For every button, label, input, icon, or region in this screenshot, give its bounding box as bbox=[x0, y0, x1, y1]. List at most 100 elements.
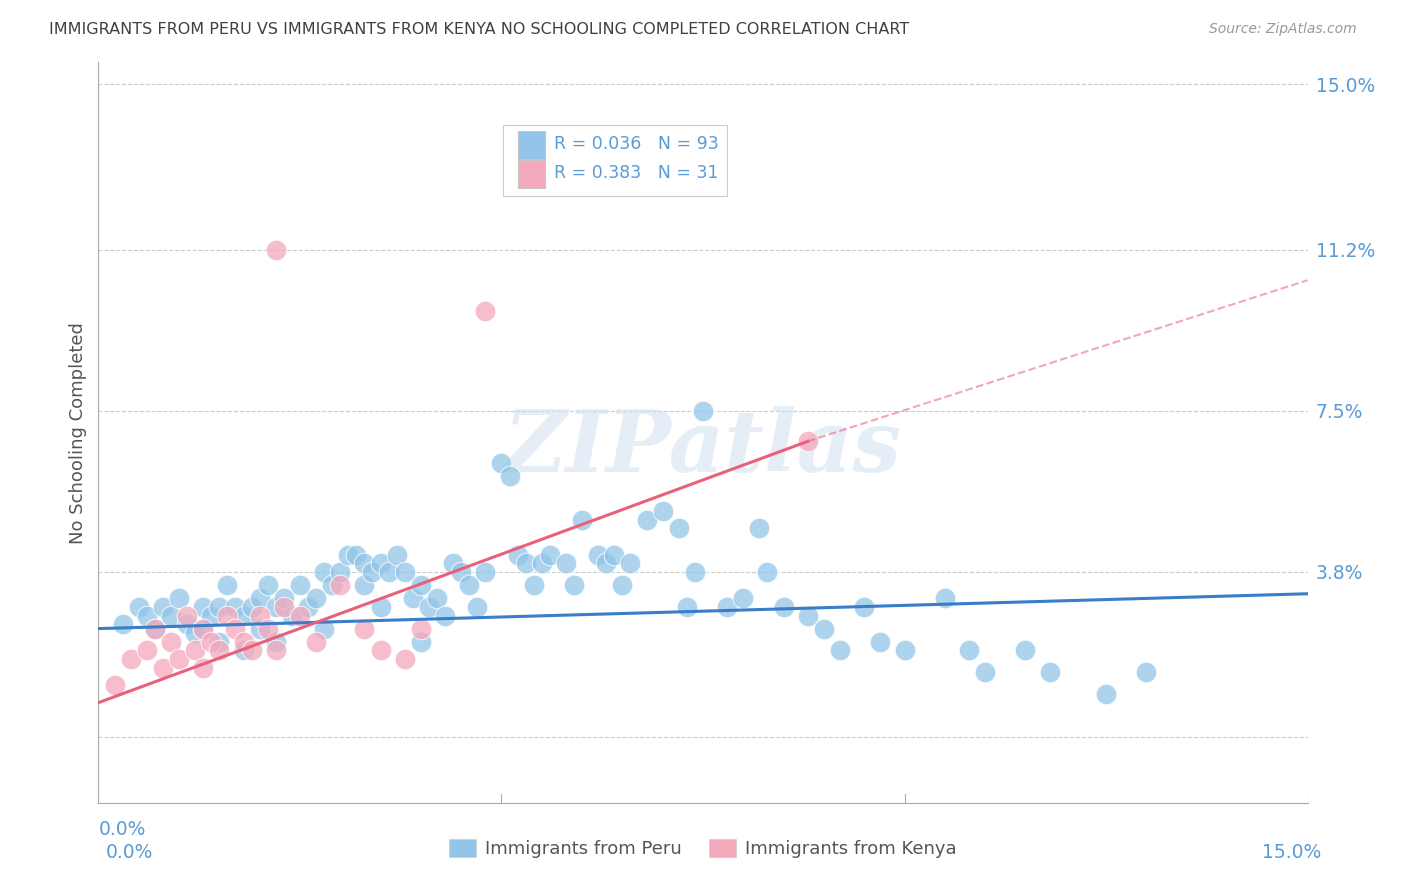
Point bbox=[595, 556, 617, 570]
Point bbox=[167, 591, 190, 606]
Point bbox=[160, 634, 183, 648]
Point bbox=[135, 643, 157, 657]
Point bbox=[571, 513, 593, 527]
Point bbox=[498, 469, 520, 483]
Point bbox=[353, 556, 375, 570]
Point bbox=[409, 578, 432, 592]
Point bbox=[474, 565, 496, 579]
Point bbox=[329, 578, 352, 592]
Point bbox=[184, 643, 207, 657]
Point bbox=[184, 626, 207, 640]
Point bbox=[1039, 665, 1062, 680]
Point bbox=[249, 622, 271, 636]
Point bbox=[200, 634, 222, 648]
Text: ZIPatlas: ZIPatlas bbox=[503, 406, 903, 489]
Point bbox=[555, 556, 578, 570]
Point bbox=[506, 548, 529, 562]
Point bbox=[733, 591, 755, 606]
Point bbox=[441, 556, 464, 570]
Point bbox=[934, 591, 956, 606]
Text: 0.0%: 0.0% bbox=[105, 843, 153, 862]
Point bbox=[562, 578, 585, 592]
Point bbox=[120, 652, 142, 666]
Point bbox=[337, 548, 360, 562]
Point bbox=[273, 599, 295, 614]
Point bbox=[530, 556, 553, 570]
Point bbox=[143, 622, 166, 636]
Point bbox=[288, 578, 311, 592]
Point bbox=[797, 434, 820, 449]
Point bbox=[1135, 665, 1157, 680]
Point bbox=[193, 622, 215, 636]
Point bbox=[474, 303, 496, 318]
Point bbox=[256, 578, 278, 592]
Point bbox=[232, 643, 254, 657]
Point bbox=[385, 548, 408, 562]
Point bbox=[217, 608, 239, 623]
Text: IMMIGRANTS FROM PERU VS IMMIGRANTS FROM KENYA NO SCHOOLING COMPLETED CORRELATION: IMMIGRANTS FROM PERU VS IMMIGRANTS FROM … bbox=[49, 22, 910, 37]
Point bbox=[305, 591, 328, 606]
Point bbox=[297, 599, 319, 614]
Text: 15.0%: 15.0% bbox=[1263, 843, 1322, 862]
Point bbox=[418, 599, 440, 614]
Point bbox=[538, 548, 561, 562]
Point bbox=[128, 599, 150, 614]
Point bbox=[249, 608, 271, 623]
Point bbox=[240, 599, 263, 614]
Point bbox=[893, 643, 915, 657]
Point bbox=[273, 591, 295, 606]
Point bbox=[208, 643, 231, 657]
Point bbox=[281, 608, 304, 623]
Point bbox=[756, 565, 779, 579]
Point bbox=[314, 622, 336, 636]
Point bbox=[256, 622, 278, 636]
Point bbox=[167, 652, 190, 666]
Point bbox=[377, 565, 399, 579]
Point bbox=[176, 617, 198, 632]
Point bbox=[288, 608, 311, 623]
Legend: Immigrants from Peru, Immigrants from Kenya: Immigrants from Peru, Immigrants from Ke… bbox=[441, 831, 965, 865]
Point bbox=[409, 622, 432, 636]
Point bbox=[152, 661, 174, 675]
Point bbox=[240, 643, 263, 657]
Point bbox=[224, 599, 246, 614]
Point bbox=[1095, 687, 1118, 701]
Point bbox=[450, 565, 472, 579]
Point bbox=[586, 548, 609, 562]
Text: R = 0.383   N = 31: R = 0.383 N = 31 bbox=[554, 164, 718, 183]
Point bbox=[716, 599, 738, 614]
Point bbox=[264, 643, 287, 657]
Point bbox=[409, 634, 432, 648]
Point bbox=[353, 622, 375, 636]
Point bbox=[193, 599, 215, 614]
Point bbox=[264, 634, 287, 648]
Point bbox=[232, 634, 254, 648]
Point bbox=[426, 591, 449, 606]
Point bbox=[491, 456, 513, 470]
Point bbox=[813, 622, 835, 636]
Y-axis label: No Schooling Completed: No Schooling Completed bbox=[69, 322, 87, 543]
Point bbox=[111, 617, 134, 632]
FancyBboxPatch shape bbox=[517, 130, 544, 159]
Text: R = 0.036   N = 93: R = 0.036 N = 93 bbox=[554, 135, 718, 153]
Point bbox=[143, 622, 166, 636]
Point bbox=[370, 643, 392, 657]
Point bbox=[668, 521, 690, 535]
Point bbox=[797, 608, 820, 623]
Point bbox=[361, 565, 384, 579]
Point bbox=[305, 634, 328, 648]
Point bbox=[394, 565, 416, 579]
Point bbox=[176, 608, 198, 623]
Point bbox=[523, 578, 546, 592]
Point bbox=[160, 608, 183, 623]
Point bbox=[957, 643, 980, 657]
Point bbox=[651, 504, 673, 518]
Point bbox=[232, 608, 254, 623]
Point bbox=[135, 608, 157, 623]
Point bbox=[515, 556, 537, 570]
Point bbox=[853, 599, 876, 614]
Point bbox=[193, 661, 215, 675]
Point bbox=[465, 599, 488, 614]
Point bbox=[402, 591, 425, 606]
Point bbox=[683, 565, 706, 579]
